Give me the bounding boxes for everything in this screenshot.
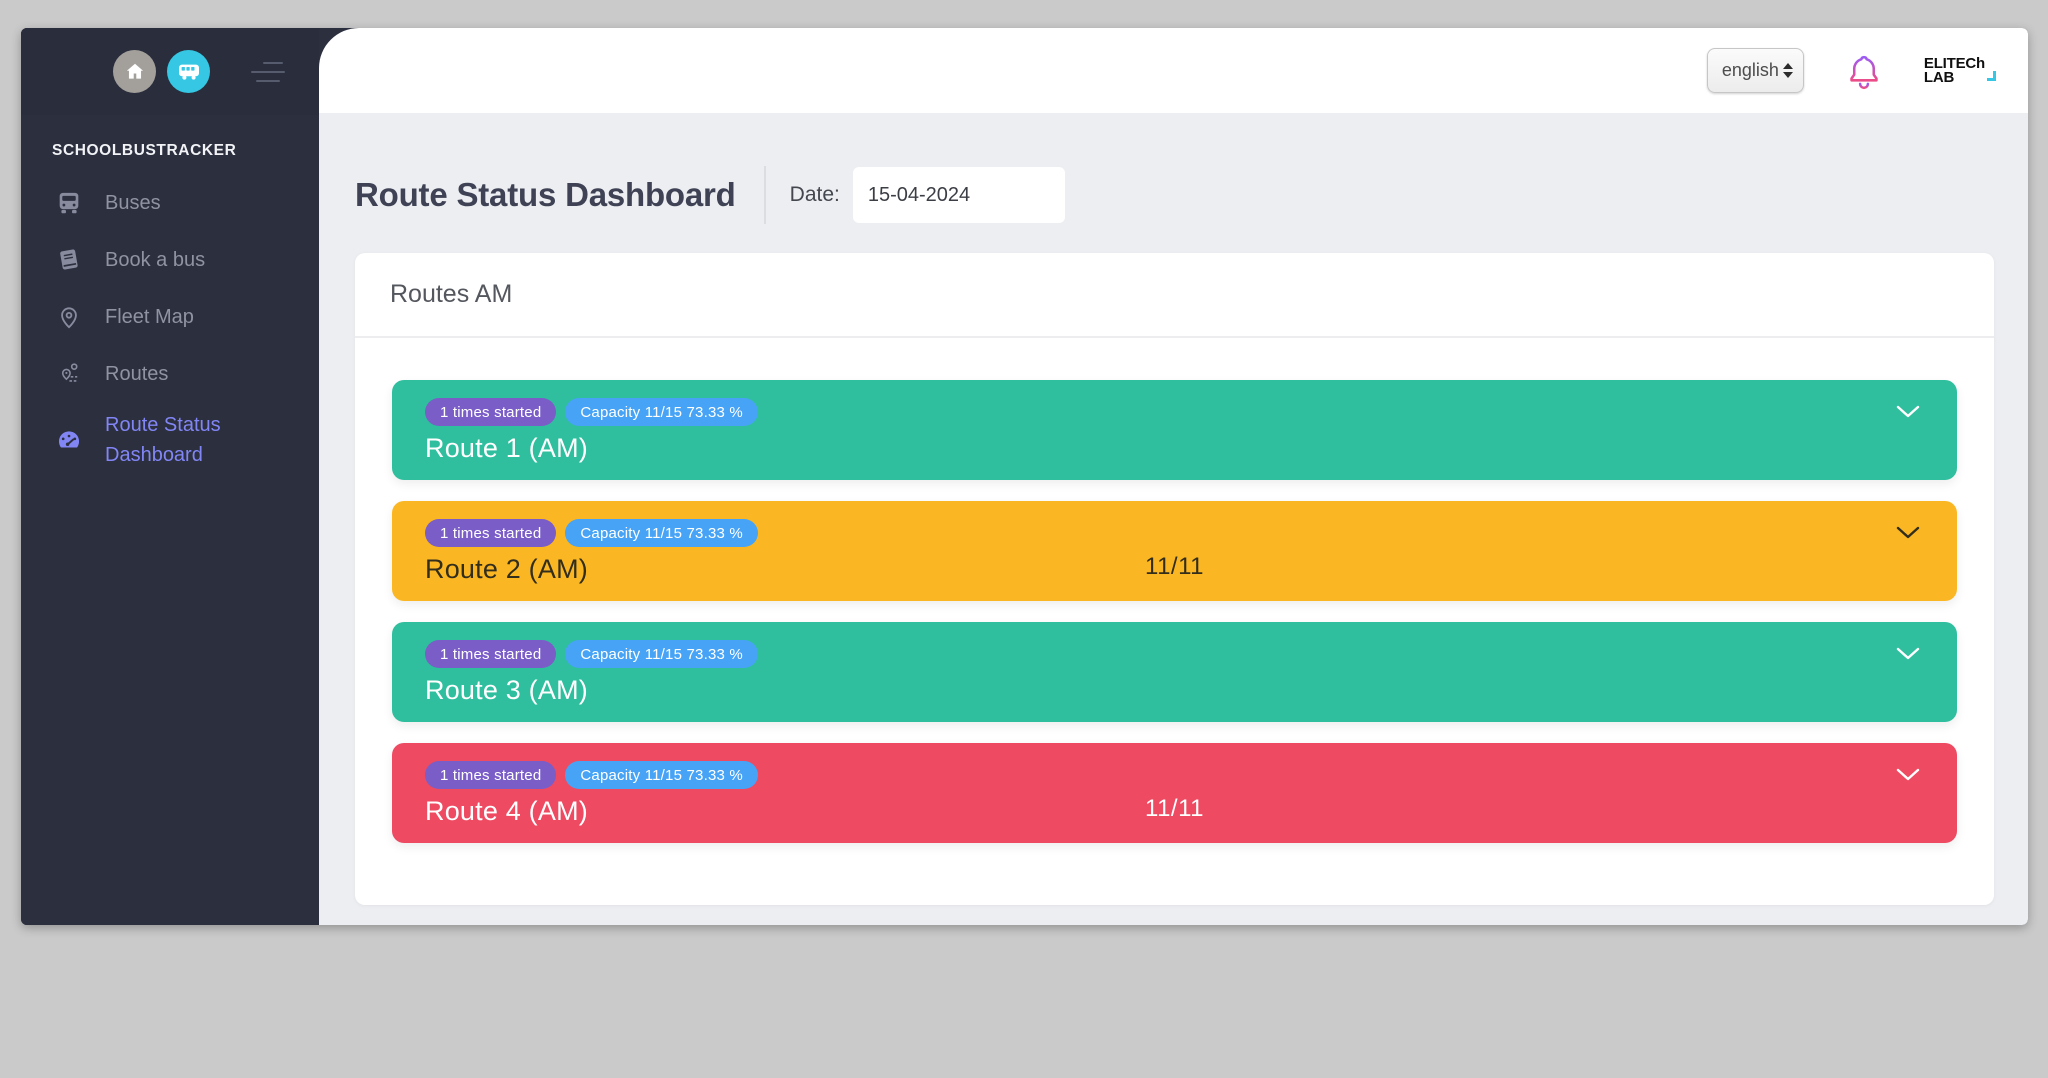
capacity-badge: Capacity 11/15 73.33 %	[565, 398, 758, 426]
logo-line2: LAB	[1923, 68, 1955, 86]
page-title: Route Status Dashboard	[355, 176, 736, 213]
route-name: Route 2 (AM)	[425, 554, 588, 584]
route-bars: 1 times started Capacity 11/15 73.33 % R…	[355, 338, 1994, 843]
main-area: english ELITECh	[319, 28, 2028, 925]
sidebar-item-label: Routes	[105, 362, 169, 385]
sidebar-nav: Buses Book a bus	[21, 174, 319, 478]
sidebar-item-label: Buses	[105, 191, 161, 214]
home-icon	[126, 63, 143, 79]
route-icon	[55, 360, 83, 388]
bus-side-icon	[178, 64, 199, 80]
badge-row: 1 times started Capacity 11/15 73.33 %	[425, 398, 1921, 426]
book-icon	[55, 246, 83, 274]
route-count: 11/11	[1145, 795, 1204, 822]
capacity-badge: Capacity 11/15 73.33 %	[565, 640, 758, 668]
capacity-badge: Capacity 11/15 73.33 %	[565, 761, 758, 789]
chevron-down-icon[interactable]	[1895, 646, 1921, 662]
route-name: Route 4 (AM)	[425, 796, 588, 826]
route-name: Route 3 (AM)	[425, 675, 588, 705]
times-started-badge: 1 times started	[425, 640, 557, 668]
sidebar: SCHOOLBUSTRACKER Buses	[21, 28, 319, 925]
sidebar-header	[21, 28, 319, 115]
logo-corner-mark	[1987, 70, 1996, 81]
home-button[interactable]	[113, 50, 156, 93]
topbar: english ELITECh	[319, 28, 2028, 113]
sidebar-item-book-a-bus[interactable]: Book a bus	[21, 231, 319, 288]
bus-button[interactable]	[167, 50, 210, 93]
date-input[interactable]	[852, 167, 1065, 223]
badge-row: 1 times started Capacity 11/15 73.33 %	[425, 640, 1921, 668]
date-label: Date:	[789, 183, 840, 206]
route-row-3[interactable]: 1 times started Capacity 11/15 73.33 % R…	[392, 622, 1957, 722]
logo-line1: ELITECh	[1923, 54, 1985, 72]
app-window: SCHOOLBUSTRACKER Buses	[21, 28, 2028, 925]
badge-row: 1 times started Capacity 11/15 73.33 %	[425, 519, 1921, 547]
app-brand: SCHOOLBUSTRACKER	[52, 142, 237, 159]
language-select-value: english	[1721, 60, 1779, 80]
routes-am-card: Routes AM 1 times started Capacity 11/15…	[355, 253, 1994, 905]
sidebar-item-route-status-dashboard[interactable]: Route Status Dashboard	[21, 402, 319, 478]
times-started-badge: 1 times started	[425, 398, 557, 426]
sidebar-item-label: Route Status Dashboard	[105, 414, 221, 466]
map-pin-icon	[55, 303, 83, 331]
sidebar-item-label: Fleet Map	[105, 305, 194, 328]
elitech-lab-logo: ELITECh LAB	[1923, 54, 1996, 86]
sidebar-item-label: Book a bus	[105, 248, 206, 271]
page-content: Route Status Dashboard Date: Routes AM 1…	[319, 113, 2028, 925]
select-spinner-icon	[1782, 63, 1793, 78]
route-row-4[interactable]: 1 times started Capacity 11/15 73.33 % R…	[392, 743, 1957, 843]
route-count: 11/11	[1145, 553, 1204, 580]
language-select[interactable]: english	[1706, 48, 1804, 93]
notifications-bell-icon[interactable]	[1846, 51, 1882, 91]
sidebar-item-buses[interactable]: Buses	[21, 174, 319, 231]
capacity-badge: Capacity 11/15 73.33 %	[565, 519, 758, 547]
route-name: Route 1 (AM)	[425, 433, 588, 463]
chevron-down-icon[interactable]	[1895, 767, 1921, 783]
sidebar-toggle-button[interactable]	[249, 61, 285, 82]
page-header-row: Route Status Dashboard Date:	[355, 166, 1994, 224]
chevron-down-icon[interactable]	[1895, 525, 1921, 541]
route-row-1[interactable]: 1 times started Capacity 11/15 73.33 % R…	[392, 380, 1957, 480]
sidebar-item-routes[interactable]: Routes	[21, 345, 319, 402]
chevron-down-icon[interactable]	[1895, 404, 1921, 420]
header-divider	[763, 166, 766, 224]
times-started-badge: 1 times started	[425, 761, 557, 789]
sidebar-item-fleet-map[interactable]: Fleet Map	[21, 288, 319, 345]
route-row-2[interactable]: 1 times started Capacity 11/15 73.33 % R…	[392, 501, 1957, 601]
bus-front-icon	[55, 189, 83, 217]
badge-row: 1 times started Capacity 11/15 73.33 %	[425, 761, 1921, 789]
card-title: Routes AM	[355, 253, 1994, 338]
times-started-badge: 1 times started	[425, 519, 557, 547]
dashboard-icon	[55, 426, 83, 454]
